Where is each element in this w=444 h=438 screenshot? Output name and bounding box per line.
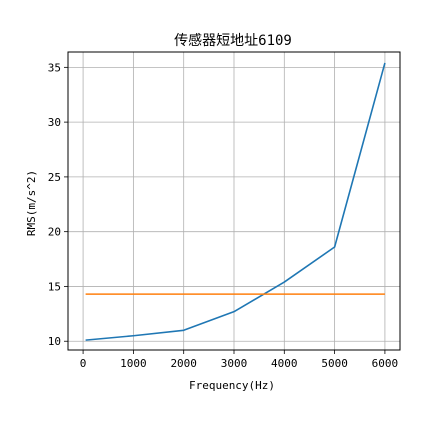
chart-title: 传感器短地址6109 [174,32,292,49]
series-layer [85,62,386,341]
x-tick-label: 0 [80,357,87,370]
axis-ticks: 0 1000 2000 3000 4000 5000 6000 10 15 20 25 30 35 [48,61,398,370]
y-tick-label: 20 [48,226,61,239]
y-tick-label: 25 [48,171,61,184]
x-tick-label: 1000 [120,357,147,370]
x-tick-label: 6000 [372,357,399,370]
x-tick-label: 3000 [221,357,248,370]
y-axis-label: RMS(m/s^2) [25,170,38,236]
x-tick-label: 2000 [170,357,197,370]
x-tick-label: 4000 [271,357,298,370]
y-tick-label: 10 [48,335,61,348]
x-tick-label: 5000 [321,357,348,370]
series-line-1 [85,62,386,341]
x-axis-label: Frequency(Hz) [189,379,275,392]
y-tick-label: 35 [48,61,61,74]
y-tick-label: 15 [48,280,61,293]
y-tick-label: 30 [48,116,61,129]
grid [68,52,400,350]
